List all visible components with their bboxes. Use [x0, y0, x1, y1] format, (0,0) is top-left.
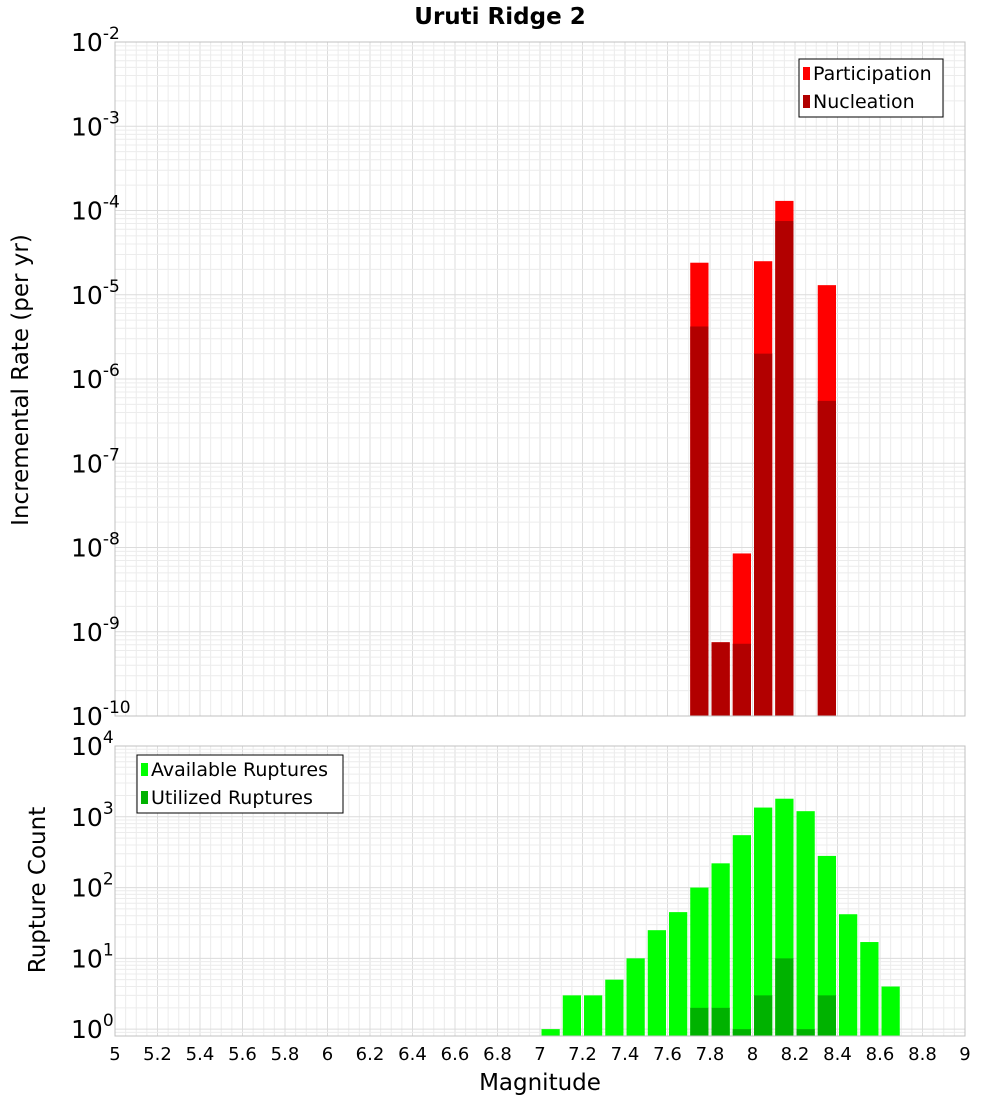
- x-tick-label-20: 9: [959, 1044, 970, 1065]
- bar-1-0-0: [541, 1029, 560, 1036]
- y-tick-label-1-2: 102: [71, 870, 114, 903]
- y-tick-label-1-4: 104: [71, 728, 114, 761]
- bar-1-0-10: [754, 807, 773, 1036]
- y-tick-labels: 100 101 102 103 104: [71, 728, 114, 1044]
- x-tick-label-10: 7: [534, 1044, 545, 1065]
- x-tick-label-9: 6.8: [483, 1044, 512, 1065]
- legend-label-1: Nucleation: [813, 91, 915, 113]
- bar-1-0-5: [647, 930, 666, 1036]
- bar-1-0-1: [562, 995, 581, 1036]
- bar-1-1-3: [754, 995, 773, 1036]
- x-tick-label-14: 7.8: [696, 1044, 725, 1065]
- bar-1-0-16: [881, 986, 900, 1036]
- bar-1-0-14: [839, 914, 858, 1036]
- bar-1-1-5: [796, 1029, 815, 1036]
- legend-box: [798, 58, 944, 118]
- bar-0-1-3: [754, 353, 773, 716]
- x-tick-label-12: 7.4: [611, 1044, 640, 1065]
- chart-title: Uruti Ridge 2: [414, 4, 585, 30]
- y-tick-label-0-6: 10-4: [71, 193, 120, 226]
- legend-label-0: Participation: [813, 63, 932, 85]
- bars: [541, 798, 900, 1036]
- bar-1-1-0: [690, 1007, 709, 1036]
- legend-box: [136, 754, 344, 814]
- legend: Available Ruptures Utilized Ruptures: [136, 754, 344, 814]
- legend-swatch-0: [141, 763, 148, 776]
- y-tick-label-1-1: 101: [71, 940, 114, 973]
- x-tick-label-1: 5.2: [143, 1044, 172, 1065]
- x-axis-label: Magnitude: [479, 1070, 601, 1096]
- x-tick-label-3: 5.6: [228, 1044, 257, 1065]
- x-tick-label-19: 8.8: [908, 1044, 937, 1065]
- x-tick-label-6: 6.2: [356, 1044, 385, 1065]
- chart-panel-1: 100 101 102 103 104 Available Ruptures Utilize…: [71, 728, 966, 1044]
- x-tick-label-2: 5.4: [186, 1044, 215, 1065]
- bar-1-0-6: [669, 912, 688, 1036]
- x-tick-label-18: 8.6: [866, 1044, 895, 1065]
- x-tick-label-4: 5.8: [271, 1044, 300, 1065]
- legend-swatch-0: [803, 67, 810, 80]
- bar-1-1-2: [732, 1029, 751, 1036]
- bar-1-0-4: [626, 958, 645, 1036]
- y-tick-label-0-2: 10-8: [71, 530, 120, 563]
- x-tick-label-7: 6.4: [398, 1044, 427, 1065]
- bar-1-0-15: [860, 942, 879, 1036]
- x-tick-label-13: 7.6: [653, 1044, 682, 1065]
- x-tick-label-16: 8.2: [781, 1044, 810, 1065]
- y-tick-label-1-3: 103: [71, 799, 114, 832]
- y-tick-labels: 10-10 10-9 10-8 10-7 10-6 10-5 10-4 10-3 10-2: [71, 24, 131, 731]
- bar-0-1-4: [775, 221, 794, 716]
- bar-1-1-1: [711, 1007, 730, 1036]
- legend-swatch-1: [141, 791, 148, 804]
- bar-1-0-8: [711, 863, 730, 1036]
- bar-1-0-7: [690, 887, 709, 1036]
- y-tick-label-0-0: 10-10: [71, 698, 131, 731]
- y-tick-label-0-3: 10-7: [71, 445, 120, 478]
- bottom-y-axis-label: Rupture Count: [25, 807, 51, 973]
- y-tick-label-1-0: 100: [71, 1011, 114, 1044]
- plot-frame: [114, 41, 966, 717]
- bars: [690, 200, 836, 716]
- chart-panels: 10-10 10-9 10-8 10-7 10-6 10-5 10-4 10-3 10-2 Par…: [71, 24, 971, 1065]
- y-tick-label-0-5: 10-5: [71, 277, 120, 310]
- y-tick-label-0-7: 10-3: [71, 108, 120, 141]
- legend: Participation Nucleation: [798, 58, 944, 118]
- bar-1-1-6: [817, 995, 836, 1036]
- plot-frame: [114, 745, 966, 1037]
- y-tick-label-0-1: 10-9: [71, 614, 120, 647]
- x-tick-label-0: 5: [109, 1044, 120, 1065]
- x-tick-label-17: 8.4: [823, 1044, 852, 1065]
- bar-0-1-2: [732, 643, 751, 716]
- y-tick-label-0-8: 10-2: [71, 24, 120, 57]
- x-tick-labels: 5 5.2 5.4 5.6 5.8 6 6.2 6.4 6.6 6.8 7 7.2 7.4 7.6 7.8 8…: [109, 1044, 970, 1065]
- top-y-axis-label: Incremental Rate (per yr): [8, 234, 34, 526]
- x-tick-label-15: 8: [747, 1044, 758, 1065]
- bar-1-0-3: [605, 979, 624, 1036]
- x-tick-label-8: 6.6: [441, 1044, 470, 1065]
- legend-label-0: Available Ruptures: [151, 759, 328, 781]
- bar-0-1-5: [817, 400, 836, 716]
- x-tick-label-5: 6: [322, 1044, 333, 1065]
- x-tick-label-11: 7.2: [568, 1044, 597, 1065]
- bar-1-0-2: [584, 995, 603, 1036]
- bar-1-0-9: [732, 835, 751, 1036]
- chart-panel-0: 10-10 10-9 10-8 10-7 10-6 10-5 10-4 10-3 10-2 Par…: [71, 24, 966, 731]
- legend-label-1: Utilized Ruptures: [151, 787, 313, 809]
- bar-0-1-0: [690, 326, 709, 716]
- grid-lines: [115, 42, 965, 716]
- bar-1-1-4: [775, 958, 794, 1036]
- bar-1-0-13: [817, 855, 836, 1036]
- bar-0-1-1: [711, 642, 730, 716]
- y-tick-label-0-4: 10-6: [71, 361, 120, 394]
- legend-swatch-1: [803, 95, 810, 108]
- bar-1-0-12: [796, 811, 815, 1036]
